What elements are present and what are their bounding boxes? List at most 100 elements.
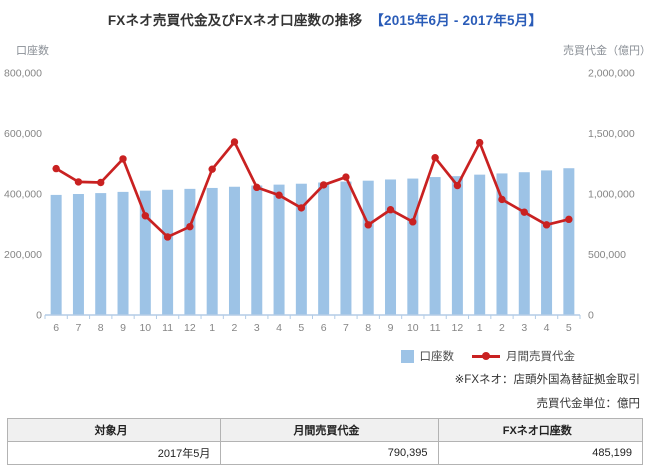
account-bar [50, 194, 62, 315]
account-bar [362, 180, 374, 315]
x-tick-label: 5 [566, 322, 572, 334]
volume-line-point [431, 154, 439, 162]
account-bar [95, 193, 107, 315]
x-tick-label: 11 [430, 322, 441, 334]
cell-fxneo-accounts: 485,199 [437, 441, 644, 465]
volume-line-point [342, 173, 350, 181]
right-axis-title: 売買代金（億円） [563, 45, 650, 57]
left-axis-tick-label: 400,000 [4, 189, 42, 201]
x-tick-label: 9 [388, 322, 394, 334]
header-monthly-volume: 月間売買代金 [220, 418, 439, 442]
x-tick-label: 2 [232, 322, 238, 334]
x-tick-label: 9 [120, 322, 126, 334]
legend-item-accounts: 口座数 [400, 348, 455, 364]
account-bar [496, 173, 508, 315]
volume-line-point [52, 164, 60, 173]
account-bar [295, 183, 307, 315]
table-data-row: 2017年5月 790,395 485,199 [6, 441, 644, 465]
x-tick-label: 7 [76, 322, 82, 334]
volume-line-point [364, 221, 372, 229]
volume-line-point [186, 222, 194, 231]
account-bar [206, 187, 218, 315]
account-bar [72, 194, 84, 315]
cell-monthly-volume: 790,395 [220, 441, 439, 465]
account-bar [340, 181, 352, 315]
account-bar [474, 174, 486, 315]
volume-line-point [319, 181, 328, 189]
volume-line-point [208, 165, 216, 173]
x-tick-label: 8 [98, 322, 104, 334]
x-tick-label: 12 [452, 322, 464, 334]
left-axis-tick-label: 0 [36, 310, 42, 322]
account-bar [139, 190, 151, 315]
account-bar [251, 185, 263, 315]
right-axis-tick-label: 1,500,000 [588, 128, 635, 140]
x-tick-label: 2 [499, 322, 505, 334]
account-bar [563, 168, 575, 315]
volume-line-point [297, 204, 306, 212]
account-bar [518, 172, 530, 315]
account-bar [273, 184, 285, 315]
volume-line-point [141, 212, 150, 220]
footnote-unit: 売買代金単位：億円 [536, 398, 641, 410]
account-bar [318, 182, 330, 315]
volume-line-point [409, 218, 417, 226]
left-axis-tick-label: 200,000 [4, 249, 42, 261]
left-axis-tick-label: 600,000 [4, 128, 42, 140]
account-bar [385, 179, 397, 315]
x-tick-label: 10 [407, 322, 419, 334]
header-fxneo-accounts: FXネオ口座数 [437, 418, 644, 442]
header-target-month: 対象月 [6, 418, 222, 442]
volume-line-point [453, 181, 462, 190]
x-tick-label: 3 [254, 322, 260, 334]
title-main: FXネオ売買代金及びFXネオ口座数の推移 [107, 13, 363, 28]
volume-line [55, 140, 570, 239]
volume-line-point [97, 178, 105, 187]
x-tick-label: 5 [298, 322, 304, 334]
footnote-fxneo: ※FXネオ：店頭外国為替証拠金取引 [454, 374, 640, 386]
x-tick-label: 11 [162, 322, 173, 334]
left-axis-tick-label: 800,000 [4, 68, 42, 80]
title-period: 【2015年6月 - 2017年5月】 [370, 13, 543, 28]
cell-target-month: 2017年5月 [6, 441, 222, 465]
x-tick-label: 3 [521, 322, 527, 334]
summary-table: 対象月 月間売買代金 FXネオ口座数 2017年5月 790,395 485,1… [6, 418, 644, 465]
account-bar [451, 176, 463, 315]
x-tick-label: 8 [365, 322, 371, 334]
volume-line-point [542, 221, 551, 229]
combo-chart: 0 0 200,000 500,000 400,000 1,000,000 600,000 1… [4, 68, 635, 335]
right-axis-tick-label: 1,000,000 [588, 189, 635, 201]
account-bar [541, 170, 553, 315]
x-tick-label: 7 [343, 322, 349, 334]
volume-line-point [475, 138, 484, 147]
line-swatch-icon [472, 352, 500, 361]
volume-line-point [163, 233, 172, 241]
account-bar [228, 186, 240, 315]
table-header-row: 対象月 月間売買代金 FXネオ口座数 [6, 418, 644, 442]
volume-line-point [498, 195, 506, 204]
volume-line-point [520, 208, 528, 216]
page-title: FXネオ売買代金及びFXネオ口座数の推移 【2015年6月 - 2017年5月】 [0, 9, 650, 29]
account-bar [184, 188, 196, 315]
left-axis-title: 口座数 [16, 45, 49, 57]
account-bar [162, 189, 174, 315]
legend-accounts-label: 口座数 [419, 351, 455, 363]
chart-legend: 口座数 月間売買代金 [0, 348, 575, 364]
x-tick-label: 1 [477, 322, 483, 334]
x-tick-label: 6 [53, 322, 59, 334]
x-tick-label: 12 [184, 322, 196, 334]
right-axis-tick-label: 0 [588, 310, 594, 322]
right-axis-tick-label: 2,000,000 [588, 68, 635, 80]
volume-line-point [74, 178, 83, 186]
volume-line-point [565, 215, 573, 224]
volume-line-point [230, 138, 239, 146]
x-tick-label: 10 [139, 322, 151, 334]
volume-line-point [253, 183, 261, 192]
x-tick-label: 1 [209, 322, 215, 334]
x-tick-label: 6 [321, 322, 327, 334]
account-bar [117, 191, 129, 315]
volume-line-point [386, 206, 395, 214]
account-bar [429, 177, 441, 315]
right-axis-tick-label: 500,000 [588, 249, 626, 261]
